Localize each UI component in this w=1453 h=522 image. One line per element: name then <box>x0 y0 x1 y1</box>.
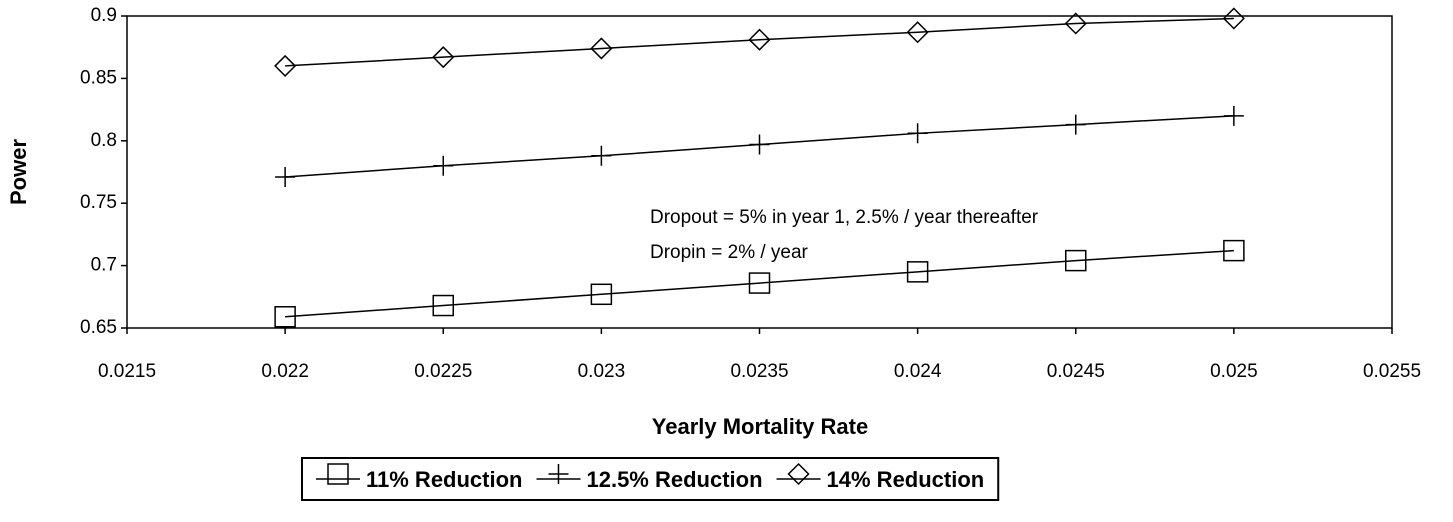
marker <box>749 134 770 155</box>
x-tick-label: 0.0255 <box>1363 361 1421 382</box>
marker <box>432 294 454 317</box>
marker <box>590 37 613 60</box>
x-tick-label: 0.0225 <box>414 361 472 382</box>
legend-label: 14% Reduction <box>827 467 985 492</box>
y-axis-title: Power <box>6 139 31 205</box>
marker <box>591 145 612 166</box>
annotation: Dropin = 2% / year <box>650 242 809 263</box>
x-tick-label: 0.0235 <box>730 361 788 382</box>
y-tick-label: 0.9 <box>91 5 117 26</box>
legend-box <box>301 457 1000 501</box>
x-tick-label: 0.0245 <box>1047 361 1105 382</box>
legend-label: 11% Reduction <box>366 467 522 492</box>
marker <box>327 463 349 485</box>
marker <box>1065 249 1087 272</box>
legend-label: 12.5% Reduction <box>586 467 762 492</box>
marker <box>274 306 296 328</box>
x-tick-label: 0.025 <box>1210 361 1258 382</box>
y-tick-label: 0.85 <box>80 67 117 88</box>
marker <box>787 462 810 486</box>
marker <box>1065 114 1086 135</box>
marker <box>907 123 928 144</box>
marker <box>274 54 297 77</box>
x-axis-title: Yearly Mortality Rate <box>652 414 868 439</box>
marker <box>433 155 454 176</box>
marker <box>1223 239 1245 262</box>
marker <box>590 283 613 306</box>
marker <box>1223 105 1244 126</box>
marker <box>906 21 929 44</box>
annotation: Dropout = 5% in year 1, 2.5% / year ther… <box>650 207 1039 228</box>
marker <box>906 261 929 283</box>
series-line <box>285 17 1234 67</box>
marker <box>1064 12 1087 35</box>
x-tick-label: 0.023 <box>578 361 626 382</box>
x-tick-label: 0.024 <box>894 361 942 382</box>
y-tick-label: 0.65 <box>80 317 117 338</box>
marker <box>1222 7 1245 30</box>
y-tick-label: 0.8 <box>91 130 117 151</box>
marker <box>548 464 569 484</box>
marker <box>748 272 771 294</box>
y-tick-label: 0.75 <box>80 192 117 213</box>
marker <box>275 166 296 187</box>
y-tick-label: 0.7 <box>91 255 117 276</box>
marker <box>748 28 771 51</box>
x-tick-label: 0.022 <box>261 361 309 382</box>
plot-area <box>126 15 1393 329</box>
x-tick-label: 0.0215 <box>98 361 156 382</box>
marker <box>432 46 455 69</box>
legend: 11% Reduction 12.5% Reduction 14% Reductio… <box>301 457 1000 501</box>
series-line <box>285 249 1234 318</box>
